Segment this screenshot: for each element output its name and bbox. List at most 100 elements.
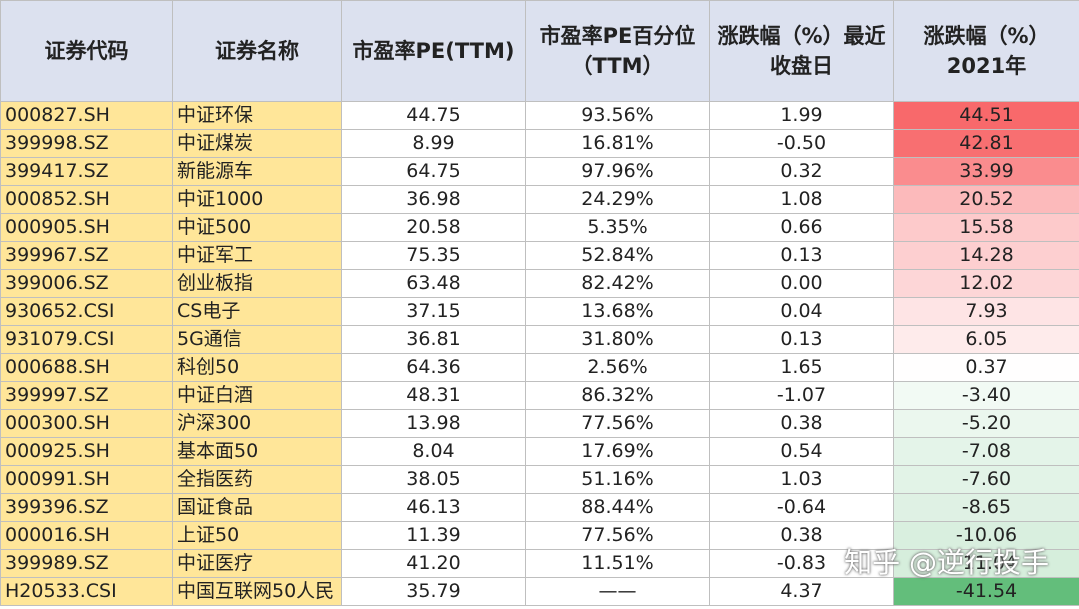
table-cell: 中证医疗 (172, 549, 342, 578)
table-row: 930652.CSI CS电子 37.15 13.68% 0.04 7.93 (0, 297, 1079, 326)
table-cell: 42.81 (893, 129, 1079, 158)
table-cell: 000925.SH (0, 437, 173, 466)
table-cell: 35.79 (341, 577, 526, 606)
table-cell: 中证军工 (172, 241, 342, 270)
header-row: 证券代码 证券名称 市盈率PE(TTM) 市盈率PE百分位（TTM） 涨跌幅（%）最近收… (0, 0, 1079, 102)
table-cell: 000827.SH (0, 101, 173, 130)
header-cell: 证券代码 (0, 0, 173, 102)
table-cell: 36.81 (341, 325, 526, 354)
table-cell: -1.07 (709, 381, 894, 410)
table-row: 931079.CSI 5G通信 36.81 31.80% 0.13 6.05 (0, 325, 1079, 354)
table-row: H20533.CSI 中国互联网50人民 35.79 —— 4.37 -41.54 (0, 577, 1079, 606)
table-cell: 6.05 (893, 325, 1079, 354)
table-cell: 20.52 (893, 185, 1079, 214)
table-row: 000016.SH 上证50 11.39 77.56% 0.38 -10.06 (0, 521, 1079, 550)
table-cell: 399006.SZ (0, 269, 173, 298)
table-cell: -7.60 (893, 465, 1079, 494)
table-cell: -8.65 (893, 493, 1079, 522)
table-cell: 沪深300 (172, 409, 342, 438)
header-cell: 证券名称 (172, 0, 342, 102)
header-cell: 市盈率PE(TTM) (341, 0, 526, 102)
table-cell: —— (525, 577, 710, 606)
table-cell: 0.13 (709, 325, 894, 354)
table-row: 000991.SH 全指医药 38.05 51.16% 1.03 -7.60 (0, 465, 1079, 494)
header-cell: 涨跌幅（%）最近收盘日 (709, 0, 894, 102)
table-cell: 88.44% (525, 493, 710, 522)
table-row: 399396.SZ 国证食品 46.13 88.44% -0.64 -8.65 (0, 493, 1079, 522)
table-cell: H20533.CSI (0, 577, 173, 606)
table-body: 000827.SH 中证环保 44.75 93.56% 1.99 44.51 399998.… (0, 101, 1079, 606)
table-cell: 中证500 (172, 213, 342, 242)
table-cell: 8.99 (341, 129, 526, 158)
table-cell: 51.16% (525, 465, 710, 494)
table-cell: 基本面50 (172, 437, 342, 466)
table-cell: 86.32% (525, 381, 710, 410)
table-cell: 64.75 (341, 157, 526, 186)
table-cell: -11.04 (893, 549, 1079, 578)
table-cell: 0.54 (709, 437, 894, 466)
table-cell: 000852.SH (0, 185, 173, 214)
table-cell: 52.84% (525, 241, 710, 270)
table-cell: 41.20 (341, 549, 526, 578)
table-cell: 44.75 (341, 101, 526, 130)
table-cell: 000300.SH (0, 409, 173, 438)
table-cell: 37.15 (341, 297, 526, 326)
table-row: 000688.SH 科创50 64.36 2.56% 1.65 0.37 (0, 353, 1079, 382)
table-cell: 12.02 (893, 269, 1079, 298)
table-cell: 13.68% (525, 297, 710, 326)
table-cell: 中国互联网50人民 (172, 577, 342, 606)
table-cell: 1.99 (709, 101, 894, 130)
table-row: 399989.SZ 中证医疗 41.20 11.51% -0.83 -11.04 (0, 549, 1079, 578)
table-cell: 64.36 (341, 353, 526, 382)
table-cell: 000688.SH (0, 353, 173, 382)
table-cell: 000905.SH (0, 213, 173, 242)
table-cell: 4.37 (709, 577, 894, 606)
table-cell: 中证白酒 (172, 381, 342, 410)
table-cell: 中证1000 (172, 185, 342, 214)
table-row: 399997.SZ 中证白酒 48.31 86.32% -1.07 -3.40 (0, 381, 1079, 410)
table-row: 000300.SH 沪深300 13.98 77.56% 0.38 -5.20 (0, 409, 1079, 438)
table-cell: 0.38 (709, 409, 894, 438)
table-cell: 11.51% (525, 549, 710, 578)
table-cell: 0.37 (893, 353, 1079, 382)
table-cell: 17.69% (525, 437, 710, 466)
table-row: 399006.SZ 创业板指 63.48 82.42% 0.00 12.02 (0, 269, 1079, 298)
table-cell: -5.20 (893, 409, 1079, 438)
table-row: 399998.SZ 中证煤炭 8.99 16.81% -0.50 42.81 (0, 129, 1079, 158)
table-cell: 930652.CSI (0, 297, 173, 326)
table-cell: 36.98 (341, 185, 526, 214)
table-cell: 33.99 (893, 157, 1079, 186)
table-cell: 399417.SZ (0, 157, 173, 186)
table-cell: 5G通信 (172, 325, 342, 354)
table-cell: 97.96% (525, 157, 710, 186)
table-cell: 77.56% (525, 521, 710, 550)
table-cell: 16.81% (525, 129, 710, 158)
table-cell: 13.98 (341, 409, 526, 438)
table-cell: -0.50 (709, 129, 894, 158)
table-cell: 8.04 (341, 437, 526, 466)
table-cell: 31.80% (525, 325, 710, 354)
table-cell: 399989.SZ (0, 549, 173, 578)
table-cell: 399967.SZ (0, 241, 173, 270)
table-cell: 24.29% (525, 185, 710, 214)
table-cell: 1.03 (709, 465, 894, 494)
table-cell: -0.64 (709, 493, 894, 522)
table-cell: 20.58 (341, 213, 526, 242)
table-cell: 15.58 (893, 213, 1079, 242)
table-cell: -0.83 (709, 549, 894, 578)
table-cell: 93.56% (525, 101, 710, 130)
table-cell: 0.13 (709, 241, 894, 270)
table-cell: 全指医药 (172, 465, 342, 494)
table-cell: 000991.SH (0, 465, 173, 494)
table-cell: 63.48 (341, 269, 526, 298)
table-cell: 国证食品 (172, 493, 342, 522)
table-cell: CS电子 (172, 297, 342, 326)
table-cell: 创业板指 (172, 269, 342, 298)
table-row: 399417.SZ 新能源车 64.75 97.96% 0.32 33.99 (0, 157, 1079, 186)
table-cell: 0.00 (709, 269, 894, 298)
table-cell: 399998.SZ (0, 129, 173, 158)
table-cell: 48.31 (341, 381, 526, 410)
table-cell: 中证煤炭 (172, 129, 342, 158)
table-cell: 0.04 (709, 297, 894, 326)
